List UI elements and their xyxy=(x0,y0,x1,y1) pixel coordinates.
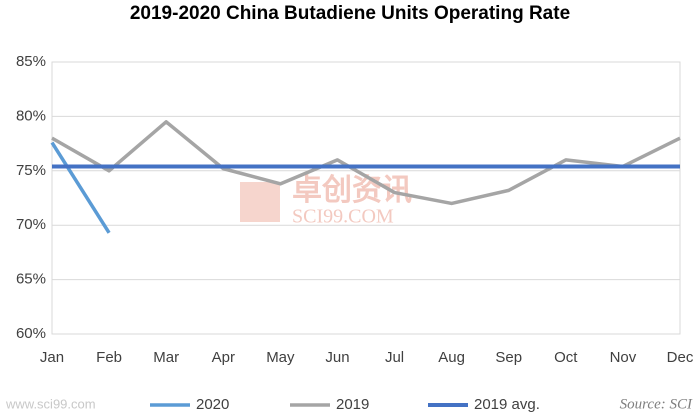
legend-label: 2019 avg. xyxy=(474,396,540,413)
x-tick-label: Nov xyxy=(610,349,637,366)
x-tick-label: Feb xyxy=(96,349,122,366)
x-tick-label: Oct xyxy=(554,349,578,366)
legend-label: 2020 xyxy=(196,396,229,413)
y-tick-label: 80% xyxy=(16,107,46,124)
x-tick-label: Jun xyxy=(325,349,349,366)
source: Source: SCI xyxy=(620,396,693,412)
series-line xyxy=(50,141,111,234)
legend-label: 2019 xyxy=(336,396,369,413)
y-tick-label: 70% xyxy=(16,216,46,233)
url: www.sci99.com xyxy=(5,396,96,411)
y-tick-label: 75% xyxy=(16,162,46,179)
watermark-logo xyxy=(240,182,280,222)
y-tick-label: 60% xyxy=(16,325,46,342)
x-tick-label: Aug xyxy=(438,349,465,366)
x-tick-label: Jul xyxy=(385,349,404,366)
x-tick-label: Dec xyxy=(667,349,694,366)
y-tick-label: 85% xyxy=(16,53,46,70)
x-tick-label: Apr xyxy=(212,349,235,366)
x-tick-label: Sep xyxy=(495,349,522,366)
series-line xyxy=(51,120,681,206)
y-tick-label: 65% xyxy=(16,271,46,288)
x-tick-label: Mar xyxy=(153,349,179,366)
x-tick-label: Jan xyxy=(40,349,64,366)
x-tick-label: May xyxy=(266,349,295,366)
watermark: SCI99.COM xyxy=(292,206,394,228)
chart-title: 2019-2020 China Butadiene Units Operatin… xyxy=(130,3,570,24)
